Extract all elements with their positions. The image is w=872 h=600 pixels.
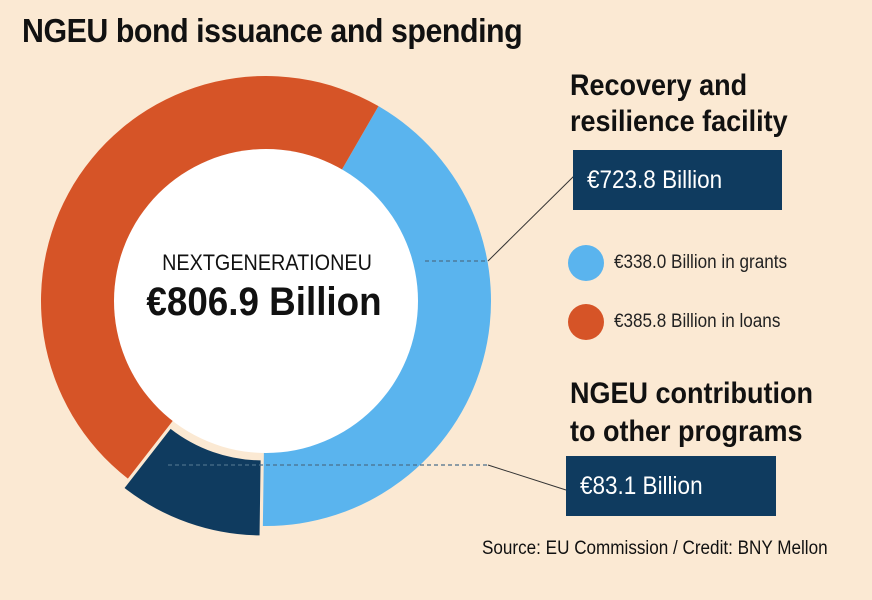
rrf-leader-line (487, 175, 575, 262)
legend-label-loans: €385.8 Billion in loans (614, 311, 781, 332)
other-value-box: €83.1 Billion (566, 456, 776, 516)
other-heading-line1: NGEU contribution (570, 377, 813, 410)
slice-other-programs (124, 428, 261, 536)
other-leader-line (487, 464, 567, 491)
rrf-value: €723.8 Billion (587, 165, 723, 194)
slice-grants (262, 106, 491, 526)
chart-title: NGEU bond issuance and spending (22, 12, 523, 49)
center-value: €806.9 Billion (146, 280, 382, 324)
center-label: NEXTGENERATIONEU (162, 250, 372, 275)
slice-loans (40, 75, 379, 479)
legend-item-grants: €338.0 Billion in grants (568, 245, 806, 281)
source-credit: Source: EU Commission / Credit: BNY Mell… (482, 538, 828, 559)
leader-lines (168, 175, 575, 491)
legend-label-grants: €338.0 Billion in grants (614, 252, 788, 273)
rrf-value-box: €723.8 Billion (573, 150, 782, 210)
rrf-heading-line2: resilience facility (570, 105, 788, 138)
other-value: €83.1 Billion (580, 471, 703, 500)
legend-item-loans: €385.8 Billion in loans (568, 304, 799, 340)
other-heading-line2: to other programs (570, 415, 803, 448)
rrf-heading-line1: Recovery and (570, 69, 748, 102)
center-disc (114, 149, 418, 453)
legend-swatch-loans (568, 304, 604, 340)
legend-swatch-grants (568, 245, 604, 281)
